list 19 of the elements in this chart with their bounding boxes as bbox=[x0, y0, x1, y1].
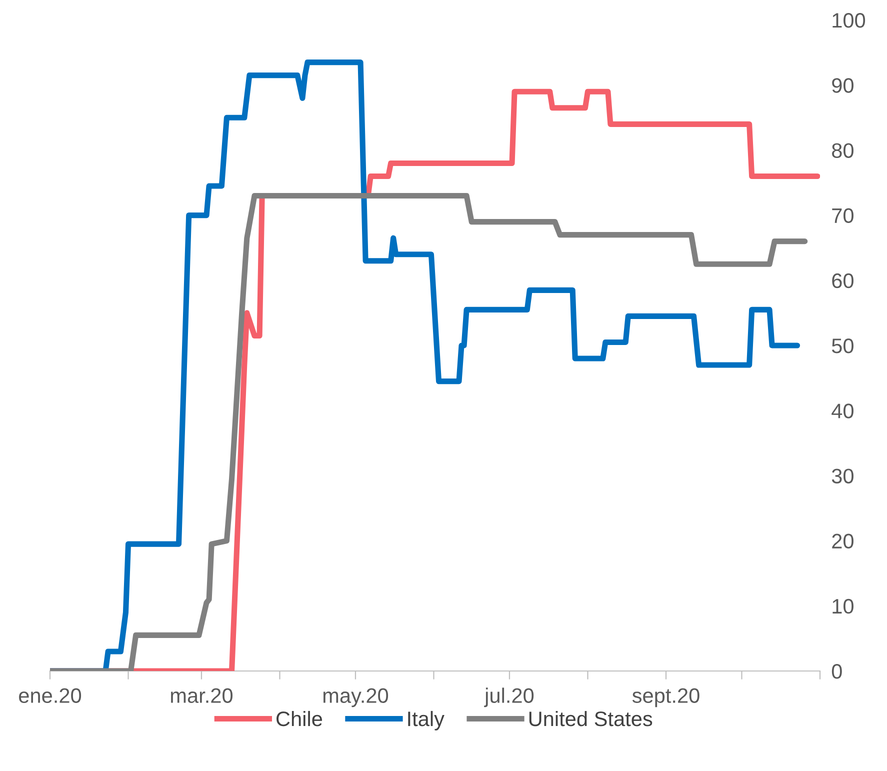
y-tick-label: 70 bbox=[832, 208, 854, 224]
y-tick-label: 80 bbox=[832, 143, 854, 158]
x-tick-label: sept.20 bbox=[632, 688, 700, 708]
y-tick-label: 60 bbox=[832, 273, 854, 288]
y-tick-label: 50 bbox=[832, 338, 854, 354]
legend-label: United States bbox=[529, 710, 652, 726]
x-tick-label: ene.20 bbox=[19, 688, 82, 703]
y-tick-label: 20 bbox=[832, 534, 854, 549]
y-tick-label: 100 bbox=[832, 13, 866, 28]
legend-label: Italy bbox=[408, 710, 444, 730]
y-tick-label: 10 bbox=[832, 598, 854, 614]
x-tick-label: may.20 bbox=[323, 688, 388, 708]
legend-label: Chile bbox=[276, 710, 322, 726]
y-tick-label: 40 bbox=[832, 404, 854, 418]
y-tick-label: 30 bbox=[832, 468, 854, 484]
y-tick-label: 90 bbox=[832, 78, 854, 93]
x-tick-label: mar.20 bbox=[171, 688, 233, 703]
y-tick-label: 0 bbox=[832, 664, 842, 679]
x-tick-label: jul.20 bbox=[484, 688, 534, 708]
